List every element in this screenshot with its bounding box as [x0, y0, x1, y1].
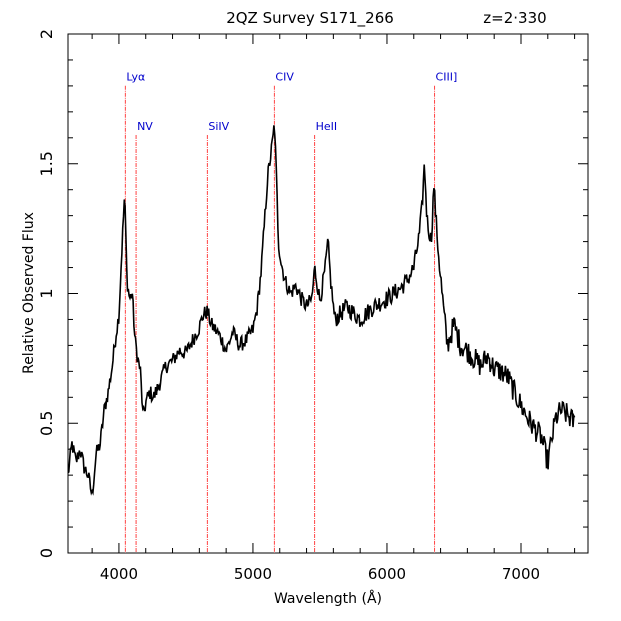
y-tick-label: 1.5 — [37, 151, 56, 176]
x-tick-label: 5000 — [234, 565, 272, 583]
spectrum-line — [67, 125, 576, 496]
x-tick-label: 4000 — [100, 565, 138, 583]
emission-line-label: CIV — [275, 71, 294, 84]
emission-line-markers: Lyα NV SiIV CIV HeII CIII] — [124, 71, 458, 553]
plot-frame — [67, 33, 589, 554]
emission-line-label: Lyα — [126, 71, 145, 84]
x-axis-label: Wavelength (Å) — [274, 590, 382, 607]
x-tick-label: 6000 — [368, 565, 406, 583]
emission-line-label: HeII — [316, 120, 338, 133]
y-tick-label: 2 — [37, 29, 56, 39]
y-tick-label: 0 — [37, 548, 56, 558]
y-axis-label: Relative Observed Flux — [21, 212, 37, 374]
y-tick-label: 0.5 — [37, 411, 56, 436]
x-tick-label: 7000 — [502, 565, 540, 583]
emission-line-label: NV — [137, 120, 153, 133]
axis-ticks — [68, 33, 588, 554]
axis-tick-labels: 4000 5000 6000 7000 0 0.5 1 1.5 2 — [37, 29, 540, 583]
emission-line-label: CIII] — [436, 71, 458, 84]
chart-title: 2QZ Survey S171_266 — [226, 9, 394, 28]
emission-line-label: SiIV — [208, 120, 229, 133]
y-tick-label: 1 — [37, 288, 56, 298]
redshift-label: z=2·330 — [483, 9, 546, 27]
